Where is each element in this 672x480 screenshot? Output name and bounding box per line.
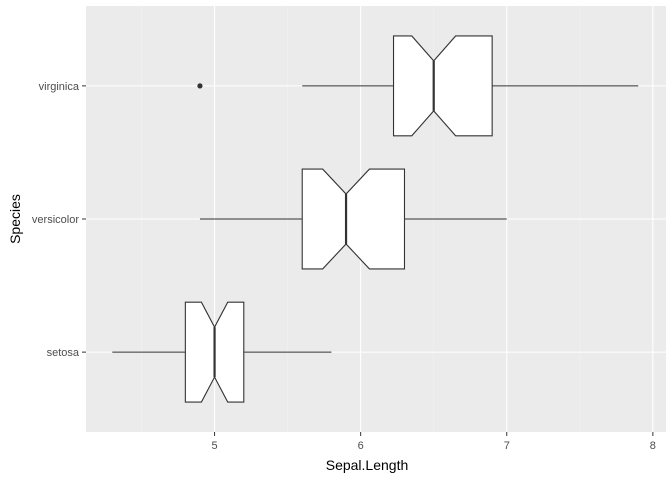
x-axis-title: Sepal.Length (326, 457, 409, 473)
y-tick-label: versicolor (32, 214, 79, 226)
box-versicolor (199, 168, 507, 270)
outlier-point (197, 83, 203, 89)
x-tick-label: 6 (358, 440, 364, 452)
x-tick-label: 8 (650, 440, 656, 452)
y-tick-label: virginica (39, 81, 80, 93)
y-axis-title: Species (7, 194, 23, 244)
y-tick-label: setosa (47, 347, 80, 359)
x-tick-label: 7 (504, 440, 510, 452)
box-setosa (112, 301, 332, 403)
notched-box (392, 35, 493, 137)
box-layer (112, 35, 639, 403)
box-virginica (197, 35, 639, 137)
notched-box (301, 168, 406, 270)
x-axis: 5 6 7 8 (212, 432, 656, 452)
y-axis: setosa versicolor virginica (32, 81, 86, 359)
x-tick-label: 5 (212, 440, 218, 452)
